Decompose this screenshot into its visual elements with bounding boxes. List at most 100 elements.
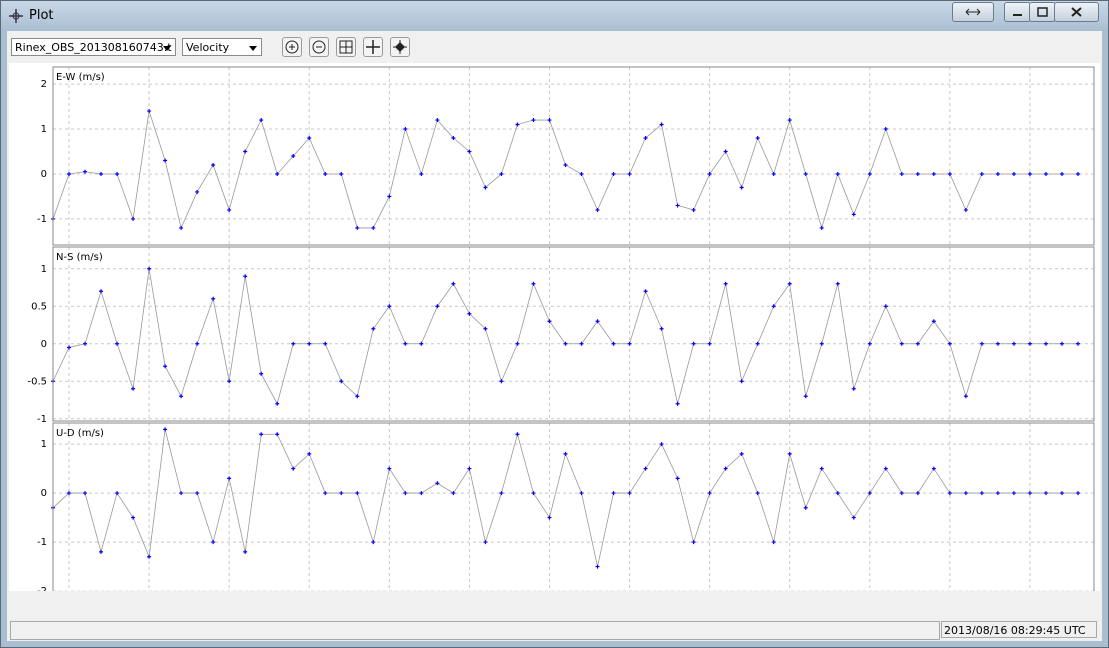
velocity-point <box>915 341 920 346</box>
velocity-point <box>403 341 408 346</box>
fit-button[interactable] <box>336 37 356 57</box>
plot-type-select[interactable]: Velocity <box>182 38 262 56</box>
velocity-point <box>563 341 568 346</box>
zoom-in-button[interactable] <box>282 37 302 57</box>
velocity-point <box>483 540 488 545</box>
velocity-point <box>739 379 744 384</box>
velocity-point <box>771 171 776 176</box>
velocity-point <box>691 540 696 545</box>
velocity-point <box>643 136 648 141</box>
y-tick-label: 1 <box>41 124 47 135</box>
y-tick-label: -1 <box>37 537 47 548</box>
minimize-button[interactable] <box>1004 2 1031 22</box>
velocity-point <box>355 225 360 230</box>
velocity-point <box>387 304 392 309</box>
velocity-point <box>979 341 984 346</box>
velocity-point <box>227 476 232 481</box>
velocity-point <box>147 109 152 114</box>
velocity-point <box>883 466 888 471</box>
velocity-point <box>643 466 648 471</box>
velocity-point <box>787 118 792 123</box>
velocity-point <box>291 341 296 346</box>
velocity-point <box>675 401 680 406</box>
panel-frame <box>52 66 1095 246</box>
velocity-point <box>115 341 120 346</box>
velocity-point <box>771 540 776 545</box>
velocity-point <box>131 515 136 520</box>
velocity-point <box>803 394 808 399</box>
velocity-point <box>547 118 552 123</box>
velocity-point <box>451 491 456 496</box>
velocity-point <box>211 162 216 167</box>
velocity-point <box>387 466 392 471</box>
velocity-point <box>163 427 168 432</box>
velocity-point <box>659 122 664 127</box>
velocity-point <box>595 207 600 212</box>
close-button[interactable] <box>1054 2 1099 22</box>
velocity-point <box>1011 171 1016 176</box>
velocity-point <box>419 341 424 346</box>
velocity-point <box>883 127 888 132</box>
y-axis-label: U-D (m/s) <box>56 428 104 439</box>
velocity-point <box>931 171 936 176</box>
fix-center-button[interactable] <box>390 37 410 57</box>
velocity-point <box>851 515 856 520</box>
velocity-point <box>515 341 520 346</box>
velocity-point <box>163 158 168 163</box>
velocity-point <box>179 225 184 230</box>
velocity-point <box>707 491 712 496</box>
velocity-point <box>531 281 536 286</box>
window-title: Plot <box>29 8 54 23</box>
velocity-point <box>355 491 360 496</box>
velocity-point <box>451 136 456 141</box>
velocity-point <box>963 394 968 399</box>
y-axis-label: N-S (m/s) <box>56 252 103 263</box>
velocity-point <box>819 341 824 346</box>
maximize-button[interactable] <box>1029 2 1056 22</box>
velocity-point <box>563 162 568 167</box>
velocity-point <box>67 345 72 350</box>
velocity-point <box>963 207 968 212</box>
velocity-point <box>131 386 136 391</box>
velocity-point <box>851 212 856 217</box>
center-button[interactable] <box>363 37 383 57</box>
velocity-point <box>899 491 904 496</box>
velocity-point <box>179 394 184 399</box>
velocity-point <box>579 491 584 496</box>
velocity-point <box>627 491 632 496</box>
velocity-point <box>1027 341 1032 346</box>
velocity-point <box>499 171 504 176</box>
velocity-point <box>1043 491 1048 496</box>
velocity-point <box>835 171 840 176</box>
velocity-point <box>307 136 312 141</box>
restore-button[interactable] <box>952 2 994 22</box>
velocity-point <box>339 491 344 496</box>
velocity-point <box>99 289 104 294</box>
velocity-point <box>947 171 952 176</box>
velocity-point <box>931 319 936 324</box>
velocity-point <box>227 379 232 384</box>
velocity-point <box>835 491 840 496</box>
velocity-point <box>499 379 504 384</box>
velocity-point <box>323 171 328 176</box>
file-select[interactable]: Rinex_OBS_201308160743.t <box>11 38 176 56</box>
zoom-out-button[interactable] <box>309 37 329 57</box>
velocity-point <box>947 491 952 496</box>
velocity-point <box>67 491 72 496</box>
velocity-point <box>595 319 600 324</box>
velocity-point <box>163 364 168 369</box>
velocity-point <box>515 432 520 437</box>
velocity-point <box>755 136 760 141</box>
velocity-point <box>531 491 536 496</box>
y-tick-label: 1 <box>41 264 47 275</box>
velocity-point <box>787 281 792 286</box>
velocity-point <box>435 481 440 486</box>
velocity-point <box>67 171 72 176</box>
velocity-point <box>323 341 328 346</box>
velocity-point <box>851 386 856 391</box>
velocity-point <box>739 185 744 190</box>
velocity-point <box>1059 491 1064 496</box>
velocity-point <box>1075 491 1080 496</box>
velocity-point <box>867 491 872 496</box>
